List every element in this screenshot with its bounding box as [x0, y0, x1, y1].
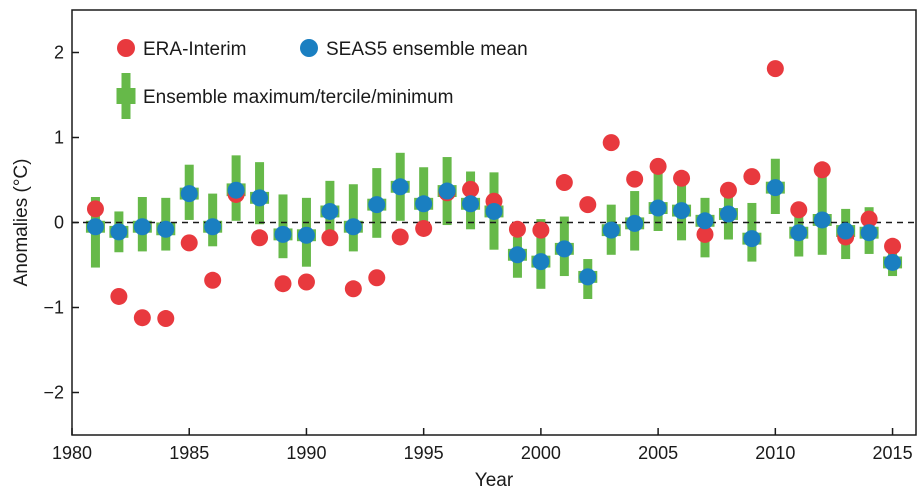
era-interim-point — [462, 180, 480, 198]
era-interim-point — [532, 221, 550, 239]
seas5-mean-point — [344, 218, 362, 236]
seas5-mean-point — [837, 222, 855, 240]
era-interim-point — [157, 310, 175, 328]
seas5-mean-point — [860, 224, 878, 242]
era-interim-point — [579, 196, 597, 214]
y-tick-label: 0 — [54, 213, 64, 233]
y-tick-label: 2 — [54, 43, 64, 63]
seas5-mean-point — [180, 185, 198, 203]
seas5-mean-point — [110, 223, 128, 241]
era-interim-point — [274, 275, 292, 293]
seas5-mean-point — [438, 182, 456, 200]
y-tick-label: 1 — [54, 128, 64, 148]
era-interim-point — [297, 273, 315, 291]
legend-era-marker — [117, 39, 135, 57]
seas5-mean-point — [696, 212, 714, 230]
seas5-mean-point — [766, 179, 784, 197]
seas5-mean-point — [86, 218, 104, 236]
x-tick-label: 1985 — [169, 443, 209, 463]
x-tick-label: 2010 — [755, 443, 795, 463]
era-interim-point — [344, 280, 362, 298]
x-tick-label: 2000 — [521, 443, 561, 463]
seas5-mean-point — [602, 221, 620, 239]
era-interim-point — [86, 200, 104, 218]
legend-ensemble-tercile-marker — [116, 88, 136, 104]
legend-era-label: ERA-Interim — [143, 39, 246, 60]
seas5-mean-point — [790, 224, 808, 242]
seas5-mean-point — [813, 211, 831, 229]
era-interim-points — [86, 60, 902, 328]
seas5-mean-point — [719, 205, 737, 223]
seas5-mean-point — [673, 202, 691, 220]
x-tick-label: 2015 — [873, 443, 913, 463]
seas5-mean-point — [321, 202, 339, 220]
era-interim-point — [204, 271, 222, 289]
era-interim-point — [508, 220, 526, 238]
seas5-mean-point — [368, 196, 386, 214]
legend-seas5-marker — [300, 39, 318, 57]
era-interim-point — [368, 269, 386, 287]
seas5-mean-point — [743, 230, 761, 248]
seas5-mean-point — [462, 195, 480, 213]
x-axis-label: Year — [475, 470, 514, 488]
seas5-mean-point — [204, 218, 222, 236]
seas5-mean-point — [626, 214, 644, 232]
era-interim-point — [415, 219, 433, 237]
legend-seas5-label: SEAS5 ensemble mean — [326, 39, 528, 60]
seas5-points — [86, 178, 902, 286]
seas5-mean-point — [133, 218, 151, 236]
era-interim-point — [719, 181, 737, 199]
era-interim-point — [321, 229, 339, 247]
seas5-mean-point — [415, 195, 433, 213]
legend-ensemble-label: Ensemble maximum/tercile/minimum — [143, 87, 453, 108]
era-interim-point — [391, 228, 409, 246]
legend: ERA-Interim SEAS5 ensemble mean Ensemble… — [116, 39, 528, 119]
seas5-mean-point — [297, 226, 315, 244]
seas5-mean-point — [555, 240, 573, 258]
era-interim-point — [110, 287, 128, 305]
era-interim-point — [602, 134, 620, 152]
seas5-mean-point — [227, 181, 245, 199]
era-interim-point — [626, 170, 644, 188]
era-interim-point — [180, 234, 198, 252]
era-interim-point — [673, 169, 691, 187]
seas5-mean-point — [532, 253, 550, 271]
era-interim-point — [743, 168, 761, 186]
era-interim-point — [649, 157, 667, 175]
ensemble-range-bar — [348, 184, 358, 252]
era-interim-point — [555, 174, 573, 192]
x-tick-label: 1995 — [404, 443, 444, 463]
y-axis-label: Anomalies (°C) — [11, 159, 32, 287]
seas5-mean-point — [649, 199, 667, 217]
seas5-mean-point — [391, 178, 409, 196]
x-tick-label: 2005 — [638, 443, 678, 463]
era-interim-point — [813, 161, 831, 179]
seas5-mean-point — [508, 246, 526, 264]
seas5-mean-point — [884, 253, 902, 271]
y-axis: 2 1 0 −1 −2 — [43, 43, 79, 403]
x-tick-label: 1980 — [52, 443, 92, 463]
seas5-mean-point — [251, 189, 269, 207]
era-interim-point — [860, 210, 878, 228]
era-interim-point — [790, 201, 808, 219]
era-interim-point — [133, 309, 151, 327]
seas5-mean-point — [157, 220, 175, 238]
era-interim-point — [884, 237, 902, 255]
era-interim-point — [251, 229, 269, 247]
x-axis: 1980 1985 1990 1995 2000 2005 2010 2015 — [52, 428, 913, 463]
y-tick-label: −1 — [43, 298, 64, 318]
y-tick-label: −2 — [43, 383, 64, 403]
era-interim-point — [766, 60, 784, 78]
seas5-mean-point — [485, 202, 503, 220]
seas5-mean-point — [274, 225, 292, 243]
seas5-mean-point — [579, 268, 597, 286]
x-tick-label: 1990 — [286, 443, 326, 463]
era-interim-point — [696, 225, 714, 243]
